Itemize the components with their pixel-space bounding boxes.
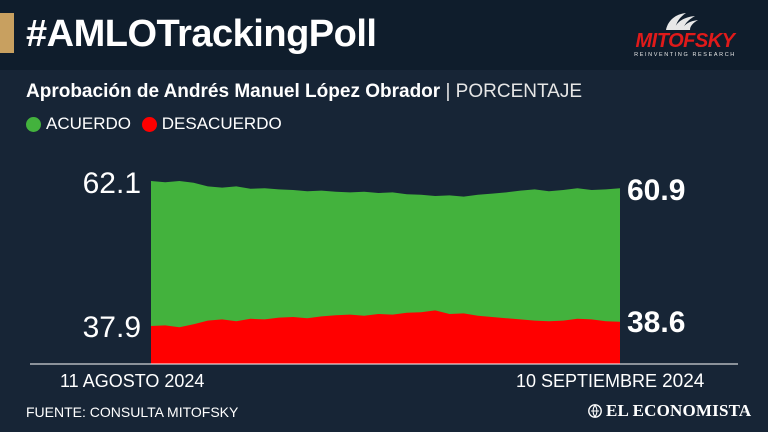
acuerdo-start-label: 62.1 bbox=[83, 167, 141, 200]
x-axis-end-year: 2024 bbox=[662, 371, 705, 392]
legend-swatch-desacuerdo bbox=[141, 116, 157, 132]
mitofsky-logo-tagline: REINVENTING RESEARCH bbox=[634, 52, 736, 58]
acuerdo-end-label: 60.9 bbox=[627, 174, 685, 207]
legend-item-acuerdo: ACUERDO bbox=[26, 114, 131, 134]
mitofsky-logo-glyph bbox=[666, 13, 698, 30]
el-economista-logo: EL ECONOMISTA bbox=[588, 401, 751, 421]
desacuerdo-area bbox=[151, 310, 620, 364]
desacuerdo-end-label: 38.6 bbox=[627, 306, 685, 339]
globe-icon bbox=[588, 404, 602, 418]
subtitle-separator: | bbox=[445, 81, 451, 102]
chart-legend: ACUERDO DESACUERDO bbox=[26, 114, 288, 136]
mitofsky-logo-name: MITOFSKY bbox=[635, 30, 735, 52]
header-bar bbox=[0, 0, 768, 70]
x-axis-end-label: 10 SEPTIEMBRE 2024 bbox=[516, 371, 704, 393]
legend-label-desacuerdo: DESACUERDO bbox=[161, 114, 282, 133]
x-axis-end-date: 10 SEPTIEMBRE bbox=[516, 371, 658, 391]
subtitle-unit: PORCENTAJE bbox=[455, 81, 583, 102]
header-accent-bar bbox=[0, 13, 14, 53]
x-axis-start-label: 11 AGOSTO 2024 bbox=[60, 371, 205, 391]
mitofsky-logo: MITOFSKY REINVENTING RESEARCH bbox=[622, 10, 748, 62]
legend-item-desacuerdo: DESACUERDO bbox=[141, 114, 282, 134]
page-title: #AMLOTrackingPoll bbox=[26, 13, 377, 55]
el-economista-name: EL ECONOMISTA bbox=[606, 401, 752, 420]
legend-label-acuerdo: ACUERDO bbox=[46, 114, 132, 133]
source-note: FUENTE: CONSULTA MITOFSKY bbox=[26, 404, 239, 420]
desacuerdo-start-label: 37.9 bbox=[83, 311, 141, 344]
chart-subtitle: Aprobación de Andrés Manuel López Obrado… bbox=[26, 81, 582, 103]
legend-swatch-acuerdo bbox=[26, 116, 41, 132]
subtitle-main: Aprobación de Andrés Manuel López Obrado… bbox=[26, 81, 441, 102]
